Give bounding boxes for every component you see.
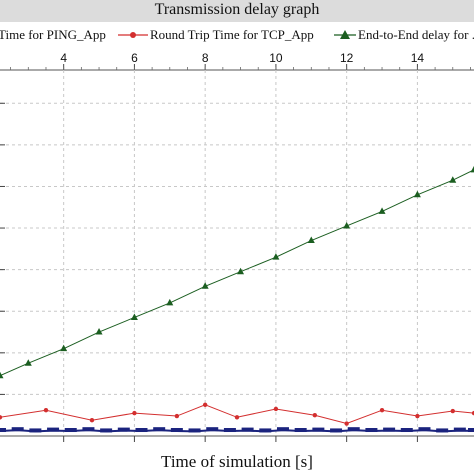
tcp-point [379, 408, 385, 413]
x-tick-label: 10 [269, 51, 283, 65]
tcp-point [415, 413, 420, 419]
x-tick-label: 4 [60, 51, 67, 65]
x-tick-label: 12 [340, 51, 354, 65]
e2e-point [24, 359, 32, 366]
legend-marker-tcp [118, 32, 148, 38]
legend-label-e2e: End-to-End delay for ... [358, 27, 474, 42]
e2e-point [166, 298, 174, 306]
tcp-point [312, 413, 318, 418]
e2e-point [95, 328, 103, 335]
e2e-point [343, 221, 351, 229]
x-tick-label: 6 [131, 51, 138, 65]
e2e-point [449, 176, 457, 183]
tcp-point [273, 406, 279, 412]
e2e-series-line [0, 169, 474, 377]
tcp-point [174, 413, 180, 419]
tcp-point [202, 402, 208, 408]
tcp-point [450, 408, 455, 414]
e2e-point [378, 207, 386, 214]
tcp-point [344, 421, 349, 426]
e2e-point [272, 253, 280, 260]
e2e-point [201, 282, 209, 289]
x-tick-label: 14 [411, 51, 425, 65]
legend-label-tcp: Round Trip Time for TCP_App [150, 27, 314, 42]
e2e-point [130, 313, 138, 320]
legend-label-ping: Time for PING_App [0, 27, 106, 42]
title-bar: Transmission delay graph [0, 0, 474, 22]
e2e-point [413, 190, 421, 198]
chart-title: Transmission delay graph [154, 1, 320, 18]
tcp-point [132, 410, 137, 416]
tcp-point [89, 417, 95, 423]
e2e-point [0, 371, 4, 379]
tcp-point [43, 408, 49, 413]
tcp-point [0, 415, 3, 420]
x-axis-label: Time of simulation [s] [161, 452, 313, 471]
tcp-point [471, 410, 474, 416]
e2e-point [307, 236, 315, 244]
top-axis-band [0, 48, 474, 70]
legend-marker-e2e [334, 30, 356, 39]
e2e-point [470, 165, 474, 173]
x-tick-label: 8 [202, 51, 209, 65]
ping-series-line [0, 429, 474, 433]
legend: Time for PING_App Round Trip Time for TC… [0, 23, 474, 47]
e2e-point [237, 267, 245, 275]
tcp-point [234, 415, 240, 420]
e2e-point [60, 344, 68, 352]
tcp-series-line [0, 404, 474, 425]
